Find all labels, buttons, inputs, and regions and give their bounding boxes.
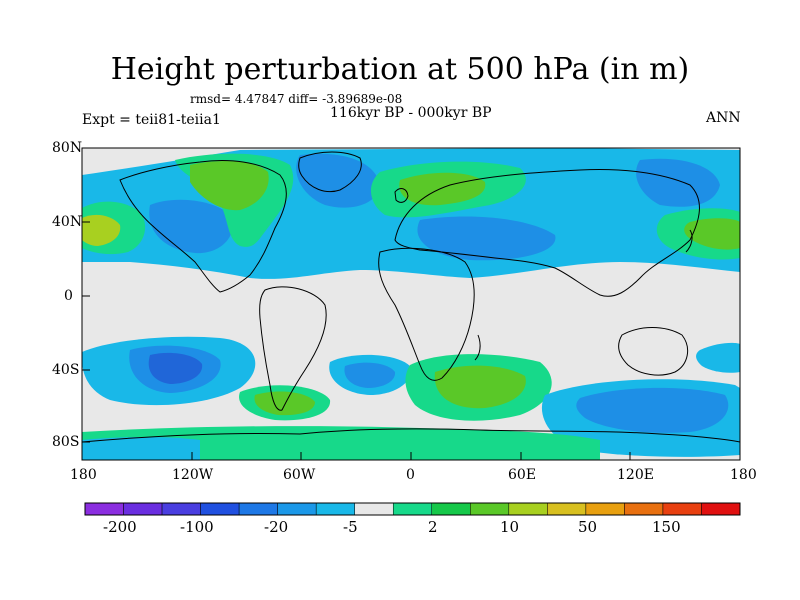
colorbar-label-7: 150 xyxy=(652,518,681,536)
lon-label-0: 0 xyxy=(406,467,415,483)
colorbar-label-2: -20 xyxy=(264,518,289,536)
colorbar-swatch xyxy=(238,502,278,516)
axis-ticks xyxy=(81,147,741,460)
colorbar-swatch xyxy=(585,502,625,516)
lat-label-0: 0 xyxy=(64,288,73,304)
colorbar-label-6: 50 xyxy=(578,518,598,536)
colorbar-swatch xyxy=(315,502,355,516)
map-field xyxy=(82,148,740,460)
coast-antarctica xyxy=(82,428,740,443)
coast-eurasia xyxy=(394,169,700,297)
colorbar-swatch xyxy=(84,502,124,516)
nh-yellowgreen-east-asia xyxy=(684,218,740,250)
lat-label-40s: 40S xyxy=(52,362,80,378)
period-label: 116kyr BP - 000kyr BP xyxy=(330,105,492,121)
sh-light-blue-antarctic xyxy=(82,437,200,460)
sh-yellowgreen-atlantic xyxy=(434,365,526,409)
colorbar-label-3: -5 xyxy=(343,518,358,536)
colorbar-swatch xyxy=(508,502,548,516)
nh-mid-blue-siberia xyxy=(636,158,720,207)
colorbar-swatch xyxy=(277,502,317,516)
nh-mid-blue-greenland xyxy=(296,153,380,208)
colorbar-swatch xyxy=(161,502,201,516)
colorbar-label-0: -200 xyxy=(103,518,137,536)
stats-label: rmsd= 4.47847 diff= -3.89689e-08 xyxy=(190,92,403,106)
nh-mid-blue-pacific xyxy=(149,199,233,254)
sh-mid-blue-atlantic xyxy=(344,362,396,388)
coast-uk xyxy=(394,188,409,203)
colorbar-swatch xyxy=(470,502,510,516)
lat-label-80n: 80N xyxy=(52,140,83,156)
colorbar-label-5: 10 xyxy=(500,518,520,536)
colorbar-frame xyxy=(84,502,741,516)
coast-north-america xyxy=(119,160,287,293)
colorbar-swatch xyxy=(200,502,240,516)
lat-label-40n: 40N xyxy=(52,214,83,230)
nh-mid-blue-asia xyxy=(417,216,556,261)
sh-mid-blue-indian xyxy=(576,387,729,433)
plot-title: Height perturbation at 500 hPa (in m) xyxy=(110,52,690,87)
colorbar-swatch xyxy=(431,502,471,516)
colorbar-swatch xyxy=(354,502,394,516)
nh-green-canada xyxy=(190,160,269,211)
colorbar-swatch xyxy=(701,502,741,516)
sh-dark-blue-pacific xyxy=(148,352,203,384)
colorbar-swatch xyxy=(662,502,702,516)
colorbar-swatch xyxy=(624,502,664,516)
nh-yellow-pacific xyxy=(82,214,121,246)
colorbar-label-4: 2 xyxy=(428,518,438,536)
coast-japan xyxy=(685,229,693,253)
nh-yellow-green-europe xyxy=(399,172,486,206)
coast-greenland xyxy=(298,151,362,193)
coast-australia xyxy=(618,327,689,376)
experiment-label: Expt = teii81-teiia1 xyxy=(82,112,221,128)
sh-yellowgreen-south-america xyxy=(254,391,315,416)
season-label: ANN xyxy=(706,110,741,126)
coastlines xyxy=(82,151,740,443)
coast-madagascar xyxy=(474,334,481,361)
sh-light-blue-west-pacific xyxy=(696,342,740,373)
coast-africa xyxy=(378,247,475,381)
colorbar-swatch xyxy=(392,502,433,516)
lon-label-60e: 60E xyxy=(508,467,537,483)
colorbar-swatch xyxy=(547,502,587,516)
lon-label-120w: 120W xyxy=(172,467,214,483)
lon-label-120e: 120E xyxy=(617,467,654,483)
colorbar-label-1: -100 xyxy=(180,518,214,536)
colorbar-swatch xyxy=(123,502,163,516)
lat-label-80s: 80S xyxy=(52,434,80,450)
colorbar-swatches xyxy=(84,502,741,516)
coast-south-america xyxy=(259,286,327,411)
lon-label-180e: 180 xyxy=(730,467,757,483)
lon-label-180w: 180 xyxy=(70,467,97,483)
lon-label-60w: 60W xyxy=(283,467,316,483)
